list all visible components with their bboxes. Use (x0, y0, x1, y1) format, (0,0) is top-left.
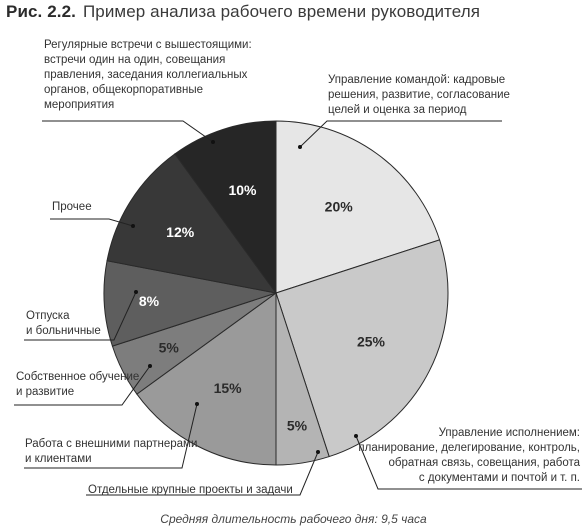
slice-label-line: обратная связь, совещания, работа (388, 457, 580, 469)
slice-label-line: и развитие (16, 386, 75, 398)
slice-label: Собственное обучение и развитие (16, 370, 139, 400)
leader-arrow (148, 364, 152, 368)
slice-label-line: Управление командой: кадровые (328, 74, 506, 86)
leader-arrow (354, 434, 358, 438)
slice-label: Регулярные встречи с вышестоящими: встреч… (44, 38, 252, 113)
slice-value-label: 8% (139, 293, 160, 309)
figure-title: Рис. 2.2. Пример анализа рабочего времени… (6, 2, 480, 22)
slice-label-line: Работа с внешними партнерами (25, 438, 198, 450)
leader-line (86, 451, 319, 496)
slice-label: Работа с внешними партнерами и клиентами (25, 437, 197, 467)
leader-arrow (131, 224, 135, 228)
slice-label-line: Регулярные встречи с вышестоящими: (44, 39, 252, 51)
slice-label-line: Управление исполнением: (438, 427, 580, 439)
slice-value-label: 25% (357, 333, 386, 349)
leader-arrow (298, 145, 302, 149)
slice-label-line: встречи один на один, совещания (44, 54, 226, 66)
pie-slice-8 (174, 120, 277, 295)
leader-arrow (316, 450, 320, 454)
leader-line (42, 120, 214, 143)
slice-label-line: планирование, делегирование, контроль, (358, 442, 580, 454)
slice-value-label: 20% (325, 199, 354, 215)
slice-label: Управление командой: кадровые решения, ра… (328, 73, 510, 118)
slice-value-label: 12% (166, 224, 195, 240)
figure-name: Пример анализа рабочего времени руководи… (82, 2, 481, 21)
slice-label-line: целей и оценка за период (328, 104, 467, 116)
slice-label-line: и клиентами (25, 453, 92, 465)
leader-arrow (195, 402, 199, 406)
pie-slice-7 (106, 153, 278, 294)
leader-line (299, 120, 502, 148)
figure-number: Рис. 2.2. (6, 2, 76, 21)
pie-slice-1 (275, 120, 441, 294)
slice-value-label: 5% (287, 418, 308, 434)
leader-line (50, 218, 134, 227)
slice-value-label: 15% (214, 380, 243, 396)
slice-label-line: Отпуска (26, 310, 70, 322)
slice-value-label: 5% (159, 340, 180, 356)
slice-value-label: 10% (228, 182, 257, 198)
leader-arrow (134, 290, 138, 294)
slice-label-line: Собственное обучение (16, 371, 140, 383)
slice-label: Отпуска и больничные (26, 309, 101, 339)
leader-arrow (211, 140, 215, 144)
slice-label-line: с документами и почтой и т. п. (418, 472, 580, 484)
slice-label-line: Прочее (52, 201, 92, 213)
slice-label-line: решения, развитие, согласование (328, 89, 510, 101)
pie-slice-4 (136, 292, 277, 466)
slice-label-line: мероприятия (44, 99, 115, 111)
slice-label-line: Отдельные крупные проекты и задачи (88, 484, 293, 496)
figure-caption: Средняя длительность рабочего дня: 9,5 ч… (160, 512, 427, 526)
slice-label-line: органов, общекорпоративные (44, 84, 204, 96)
pie-slice-2 (275, 239, 449, 458)
leader-line (24, 291, 137, 341)
slice-label: Отдельные крупные проекты и задачи (88, 483, 293, 498)
leader-line (355, 435, 582, 490)
slice-label: Управление исполнением: планирование, дел… (358, 426, 580, 486)
slice-label-line: и больничные (26, 325, 101, 337)
slice-label: Прочее (52, 200, 92, 215)
slice-label-line: правления, заседания коллегиальных (44, 69, 248, 81)
leader-line (14, 365, 151, 406)
leader-line (24, 403, 198, 469)
